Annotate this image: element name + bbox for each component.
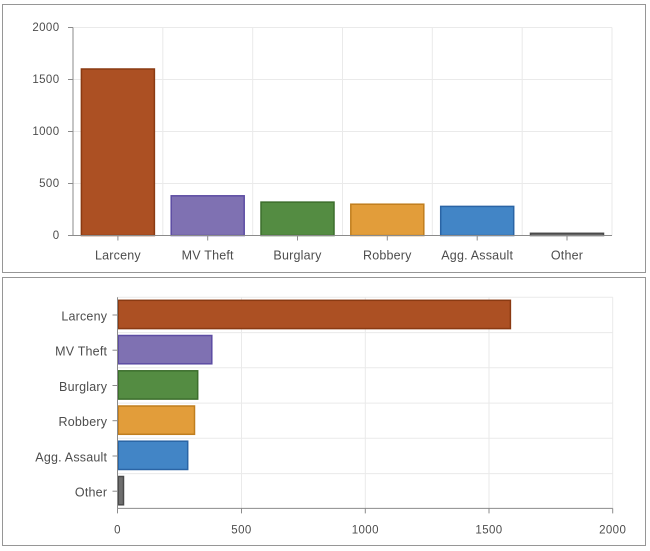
svg-text:1500: 1500 bbox=[32, 74, 59, 86]
svg-text:Larceny: Larceny bbox=[95, 249, 141, 263]
svg-text:Burglary: Burglary bbox=[59, 380, 108, 394]
svg-text:Agg. Assault: Agg. Assault bbox=[441, 249, 513, 263]
svg-text:Other: Other bbox=[75, 486, 107, 500]
svg-text:1500: 1500 bbox=[475, 525, 502, 537]
svg-text:MV Theft: MV Theft bbox=[55, 345, 107, 359]
svg-text:Agg. Assault: Agg. Assault bbox=[35, 450, 107, 464]
svg-text:Robbery: Robbery bbox=[363, 249, 412, 263]
svg-text:0: 0 bbox=[53, 230, 60, 242]
svg-text:Burglary: Burglary bbox=[273, 249, 322, 263]
svg-text:Larceny: Larceny bbox=[61, 309, 107, 323]
svg-text:1000: 1000 bbox=[32, 126, 59, 138]
svg-text:500: 500 bbox=[231, 525, 251, 537]
svg-text:Robbery: Robbery bbox=[59, 415, 108, 429]
svg-text:2000: 2000 bbox=[599, 525, 626, 537]
svg-text:0: 0 bbox=[114, 525, 121, 537]
svg-text:MV Theft: MV Theft bbox=[182, 249, 234, 263]
svg-text:1000: 1000 bbox=[352, 525, 379, 537]
svg-text:500: 500 bbox=[39, 178, 59, 190]
svg-text:2000: 2000 bbox=[32, 22, 59, 34]
svg-text:Other: Other bbox=[551, 249, 583, 263]
